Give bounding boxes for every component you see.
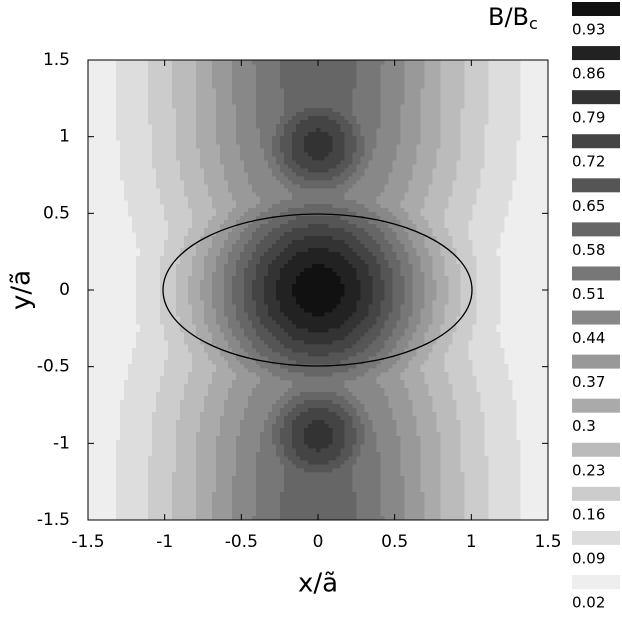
legend-label: 0.58 — [572, 241, 605, 259]
legend-label: 0.37 — [572, 373, 605, 391]
legend-swatch — [572, 486, 620, 501]
x-tick-label: 0.5 — [381, 532, 408, 552]
legend-label: 0.09 — [572, 549, 605, 567]
contour-field — [88, 60, 549, 521]
contour-band — [292, 264, 345, 317]
x-tick-label: 1 — [466, 532, 477, 552]
legend-label: 0.93 — [572, 21, 605, 39]
x-tick-label: -1 — [156, 532, 173, 552]
legend-label: 0.3 — [572, 417, 596, 435]
legend-label: 0.16 — [572, 505, 605, 523]
y-tick-label: -0.5 — [37, 357, 70, 377]
legend-swatch — [572, 530, 620, 545]
ellipse-outline — [162, 213, 473, 367]
legend-swatch — [572, 442, 620, 457]
legend-swatch — [572, 178, 620, 193]
legend-label: 0.72 — [572, 153, 605, 171]
y-tick-label: -1.5 — [37, 510, 70, 530]
y-tick-label: -1 — [53, 433, 70, 453]
legend-swatch — [572, 134, 620, 149]
x-tick-label: -1.5 — [71, 532, 104, 552]
y-tick-label: 1 — [59, 127, 70, 147]
legend-label: 0.23 — [572, 461, 605, 479]
legend-swatch — [572, 575, 620, 589]
legend-swatch — [572, 398, 620, 413]
y-axis-label: y/ã — [7, 270, 37, 310]
legend-swatch — [572, 354, 620, 369]
y-tick-label: 1.5 — [43, 50, 70, 70]
legend-label: 0.65 — [572, 197, 605, 215]
x-axis-label: x/ã — [298, 569, 338, 599]
legend-label: 0.44 — [572, 329, 605, 347]
x-tick-label: 0 — [313, 532, 324, 552]
legend-label: 0.51 — [572, 285, 605, 303]
y-tick-label: 0 — [59, 280, 70, 300]
legend-swatch — [572, 266, 620, 281]
y-tick-label: 0.5 — [43, 203, 70, 223]
legend-swatch — [572, 90, 620, 105]
legend-label: 0.79 — [572, 109, 605, 127]
legend-label: 0.02 — [572, 594, 605, 612]
legend-swatch — [572, 222, 620, 237]
legend-title: B/Bc — [488, 3, 538, 33]
legend-swatch — [572, 46, 620, 61]
legend-swatch — [572, 310, 620, 325]
legend-swatch — [572, 2, 620, 16]
legend-label: 0.86 — [572, 65, 605, 83]
x-tick-label: 1.5 — [534, 532, 561, 552]
x-tick-label: -0.5 — [225, 532, 258, 552]
